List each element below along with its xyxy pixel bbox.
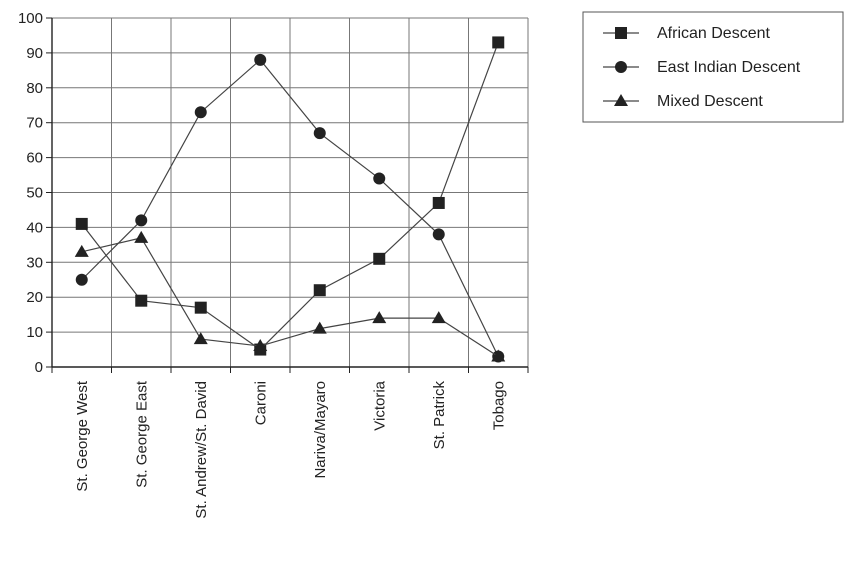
- data-point-african-descent: [492, 36, 505, 49]
- y-tick-label: 0: [35, 359, 43, 376]
- y-tick-label: 50: [26, 185, 43, 202]
- x-tick-label: Tobago: [490, 381, 507, 430]
- data-point-mixed-descent: [312, 321, 327, 334]
- data-point-african-descent: [313, 284, 326, 297]
- data-point-east-indian-descent: [313, 127, 326, 140]
- data-point-east-indian-descent: [254, 53, 267, 66]
- data-point-east-indian-descent: [194, 106, 207, 119]
- data-point-mixed-descent: [431, 311, 446, 324]
- data-point-east-indian-descent: [432, 228, 445, 241]
- data-point-african-descent: [75, 217, 88, 230]
- y-tick-label: 20: [26, 289, 43, 306]
- data-point-mixed-descent: [134, 230, 149, 243]
- data-point-mixed-descent: [193, 332, 208, 345]
- x-tick-label: Caroni: [252, 381, 269, 425]
- legend-marker-east-indian-descent: [615, 61, 627, 73]
- legend-marker-mixed-descent: [614, 94, 628, 106]
- data-point-african-descent: [135, 294, 148, 307]
- y-tick-label: 40: [26, 219, 43, 236]
- data-point-mixed-descent: [74, 244, 89, 257]
- legend-label-african-descent: African Descent: [657, 25, 770, 42]
- data-point-african-descent: [194, 301, 207, 314]
- data-point-mixed-descent: [253, 339, 268, 352]
- x-tick-label: St. Andrew/St. David: [193, 381, 210, 519]
- x-tick-label: St. George West: [74, 380, 91, 491]
- data-point-mixed-descent: [491, 349, 506, 362]
- x-tick-label: Nariva/Mayaro: [312, 381, 329, 479]
- legend-label-mixed-descent: Mixed Descent: [657, 93, 763, 110]
- legend-label-east-indian-descent: East Indian Descent: [657, 59, 801, 76]
- data-point-african-descent: [432, 196, 445, 209]
- data-point-east-indian-descent: [373, 172, 386, 185]
- data-point-mixed-descent: [372, 311, 387, 324]
- x-tick-label: St. George East: [133, 380, 150, 488]
- y-tick-label: 10: [26, 324, 43, 341]
- series-line-east-indian-descent: [81, 59, 499, 357]
- y-tick-label: 30: [26, 254, 43, 271]
- y-tick-label: 100: [18, 10, 43, 27]
- y-tick-label: 80: [26, 80, 43, 97]
- legend-marker-african-descent: [615, 27, 627, 39]
- data-point-east-indian-descent: [75, 273, 88, 286]
- series-line-mixed-descent: [81, 237, 499, 358]
- data-point-east-indian-descent: [135, 214, 148, 227]
- y-tick-label: 60: [26, 150, 43, 167]
- series-line-african-descent: [81, 42, 499, 351]
- data-point-african-descent: [373, 252, 386, 265]
- x-tick-label: Victoria: [371, 380, 388, 430]
- x-tick-label: St. Patrick: [431, 381, 448, 450]
- y-tick-label: 70: [26, 115, 43, 132]
- y-tick-label: 90: [26, 45, 43, 62]
